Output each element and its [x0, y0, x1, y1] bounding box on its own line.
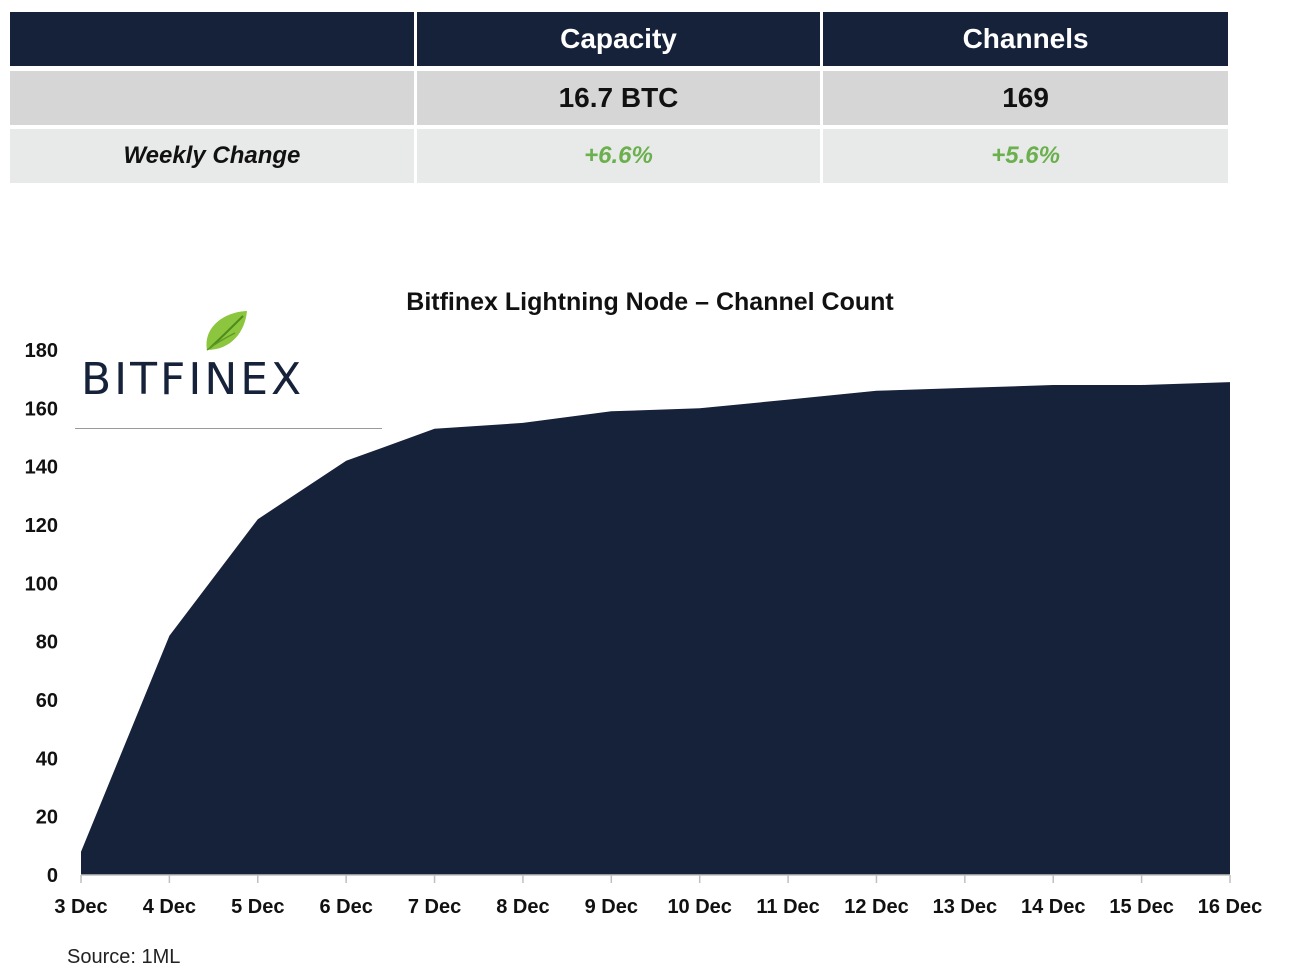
- logo-divider: [75, 428, 382, 429]
- x-tick-label: 5 Dec: [231, 896, 284, 918]
- y-tick-label: 60: [36, 690, 58, 712]
- leaf-icon: [206, 311, 247, 351]
- x-tick-label: 3 Dec: [54, 896, 107, 918]
- channel-count-area: [81, 382, 1230, 875]
- channels-value: 169: [821, 68, 1228, 129]
- summary-value-row: 16.7 BTC 169: [10, 68, 1228, 129]
- y-tick-label: 100: [25, 573, 58, 595]
- y-tick-label: 120: [25, 515, 58, 537]
- y-tick-label: 40: [36, 748, 58, 770]
- summary-change-row: Weekly Change +6.6% +5.6%: [10, 127, 1228, 183]
- channels-weekly-change: +5.6%: [821, 127, 1228, 183]
- capacity-value: 16.7 BTC: [415, 68, 824, 129]
- x-tick-label: 13 Dec: [933, 896, 998, 918]
- y-tick-label: 140: [25, 457, 58, 479]
- x-tick-label: 16 Dec: [1198, 896, 1263, 918]
- x-tick-label: 8 Dec: [496, 896, 549, 918]
- x-tick-label: 10 Dec: [667, 896, 732, 918]
- chart-title: Bitfinex Lightning Node – Channel Count: [406, 288, 894, 316]
- capacity-header: Capacity: [415, 12, 824, 71]
- channel-count-chart: Bitfinex Lightning Node – Channel Count …: [25, 288, 1263, 918]
- x-tick-label: 4 Dec: [143, 896, 196, 918]
- bitfinex-logo: BITFINEX: [75, 308, 383, 430]
- summary-table: Capacity Channels 16.7 BTC 169 Weekly Ch…: [10, 12, 1228, 183]
- x-tick-label: 9 Dec: [585, 896, 638, 918]
- x-tick-label: 12 Dec: [844, 896, 909, 918]
- y-tick-label: 20: [36, 807, 58, 829]
- x-tick-label: 11 Dec: [756, 896, 819, 918]
- summary-header-blank: [10, 12, 417, 71]
- summary-value-blank: [10, 68, 417, 129]
- y-tick-label: 160: [25, 398, 58, 420]
- channels-header: Channels: [821, 12, 1228, 71]
- logo-wordmark: BITFINEX: [81, 354, 305, 405]
- capacity-weekly-change: +6.6%: [415, 127, 824, 183]
- y-tick-label: 180: [25, 340, 58, 362]
- source-note: Source: 1ML: [67, 946, 181, 968]
- x-tick-label: 14 Dec: [1021, 896, 1086, 918]
- weekly-change-label: Weekly Change: [10, 127, 417, 183]
- x-tick-label: 6 Dec: [319, 896, 372, 918]
- y-tick-label: 0: [47, 865, 58, 887]
- x-tick-label: 7 Dec: [408, 896, 461, 918]
- summary-header-row: Capacity Channels: [10, 12, 1228, 71]
- y-tick-label: 80: [36, 632, 58, 654]
- x-tick-label: 15 Dec: [1109, 896, 1174, 918]
